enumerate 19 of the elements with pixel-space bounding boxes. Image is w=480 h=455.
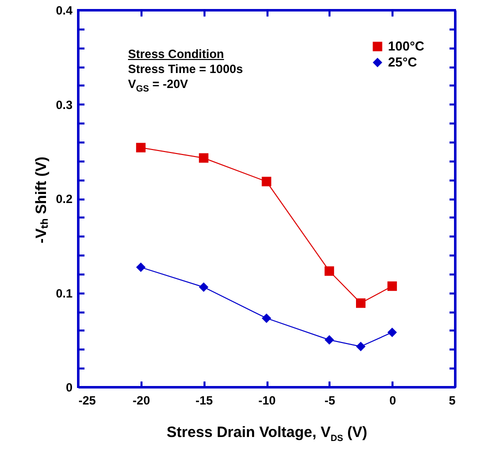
x-tick-label: -5 (324, 394, 336, 408)
x-tick-label: -15 (195, 394, 214, 408)
x-tick-label: -20 (132, 394, 150, 408)
x-tick-label: 0 (389, 394, 396, 408)
y-tick-label: 0.3 (56, 98, 73, 112)
annotation: Stress Time = 1000s (128, 62, 243, 76)
y-tick-label: 0 (66, 380, 73, 394)
annotation: V$_{GS}$ = -20V (128, 77, 188, 94)
annotation: Stress Condition (128, 47, 224, 61)
y-tick-label: 0.1 (56, 286, 73, 300)
x-tick-label: -25 (78, 394, 96, 408)
x-tick-label: -10 (258, 394, 276, 408)
x-tick-label: 5 (448, 394, 456, 408)
y-tick-label: 0.4 (56, 4, 73, 18)
legend-label: 25°C (388, 54, 418, 70)
y-tick-label: 0.2 (56, 192, 73, 206)
x-axis-title: Stress Drain Voltage, V$_{DS}$ (V) (166, 424, 368, 443)
y-axis-title: -Vₜₕ Shift (V) (32, 156, 50, 244)
legend-label: 100°C (388, 38, 425, 54)
